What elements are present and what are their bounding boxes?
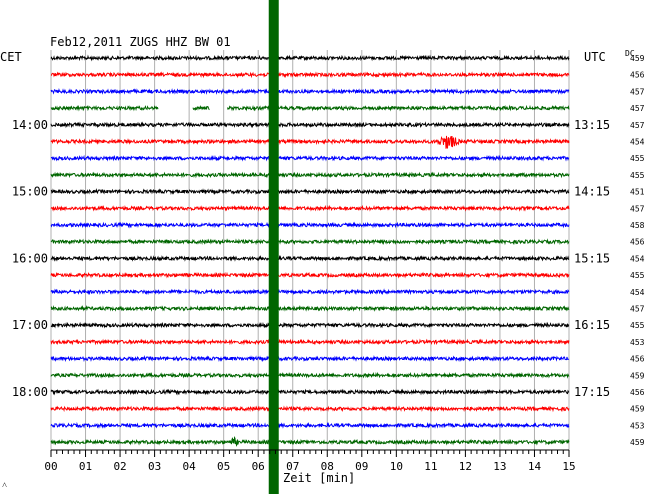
seismic-trace	[50, 104, 159, 112]
seismic-trace	[50, 71, 570, 79]
seismic-trace	[50, 221, 570, 229]
seismic-trace	[50, 54, 570, 62]
dc-offset-label: 459	[630, 405, 645, 414]
x-tick-label: 07	[286, 460, 299, 473]
dc-offset-label: 451	[630, 188, 645, 197]
dc-offset-label: 456	[630, 388, 645, 397]
seismic-trace	[50, 371, 570, 379]
dc-offset-label: 457	[630, 204, 645, 213]
dc-offset-label: 456	[630, 355, 645, 364]
x-tick-label: 02	[113, 460, 126, 473]
x-tick-label: 01	[79, 460, 92, 473]
seismic-trace	[50, 204, 570, 212]
x-tick-label: 13	[493, 460, 506, 473]
seismic-trace	[50, 304, 570, 312]
dc-offset-label: 456	[630, 238, 645, 247]
seismic-trace	[50, 154, 570, 162]
dc-offset-label: 454	[630, 254, 645, 263]
labels: 14:00 15:00 16:00 17:00 18:00 13:15 14:15 15:15…	[12, 54, 645, 447]
dc-offset-label: 455	[630, 321, 645, 330]
x-tick-label: 15	[562, 460, 575, 473]
dc-offset-label: 457	[630, 121, 645, 130]
right-zone-label: UTC	[584, 50, 606, 64]
seismic-trace	[50, 271, 570, 279]
seismic-trace	[50, 188, 570, 195]
x-tick-label: 04	[183, 460, 197, 473]
x-axis: 00 01 02 03 04 05 06 07 08 09 10 11 12 13 14 15	[44, 449, 576, 473]
dc-offset-label: 455	[630, 154, 645, 163]
x-tick-label: 11	[424, 460, 437, 473]
x-tick-label: 09	[355, 460, 368, 473]
dc-offset-label: 454	[630, 138, 645, 147]
dc-offset-label: 458	[630, 221, 645, 230]
right-time-label: 16:15	[574, 318, 610, 332]
x-tick-label: 14	[528, 460, 542, 473]
right-time-label: 15:15	[574, 251, 610, 265]
left-time-label: 18:00	[12, 385, 48, 399]
dc-offset-label: 455	[630, 271, 645, 280]
dc-offset-label: 455	[630, 171, 645, 180]
dc-offset-label: 456	[630, 71, 645, 80]
grid	[50, 50, 570, 450]
dc-offset-label: 459	[630, 371, 645, 380]
seismic-trace	[50, 421, 570, 429]
x-tick-label: 06	[252, 460, 265, 473]
right-time-label: 17:15	[574, 385, 610, 399]
dc-offset-label: 453	[630, 421, 645, 430]
seismic-trace	[50, 87, 570, 95]
seismic-trace	[50, 388, 570, 396]
seismic-trace	[192, 105, 210, 112]
dc-offset-label: 459	[630, 54, 645, 63]
dc-offset-label: 457	[630, 305, 645, 314]
seismic-trace	[50, 135, 570, 149]
left-time-label: 14:00	[12, 118, 48, 132]
seismic-trace	[50, 171, 570, 179]
x-tick-label: 12	[459, 460, 472, 473]
right-time-label: 13:15	[574, 118, 610, 132]
seismic-trace	[50, 254, 570, 262]
dc-offset-label: 457	[630, 87, 645, 96]
left-time-label: 15:00	[12, 185, 48, 199]
chart-title: Feb12,2011 ZUGS HHZ BW 01	[50, 35, 231, 49]
right-time-label: 14:15	[574, 185, 610, 199]
seismic-trace	[227, 104, 570, 112]
left-zone-label: CET	[0, 50, 22, 64]
left-time-label: 17:00	[12, 318, 48, 332]
seismic-trace	[50, 288, 570, 296]
dc-offset-label: 457	[630, 104, 645, 113]
time-marker-bar	[268, 0, 279, 494]
seismic-trace	[50, 435, 570, 447]
traces	[50, 54, 570, 447]
x-tick-label: 03	[148, 460, 161, 473]
dc-offset-label: 453	[630, 338, 645, 347]
x-axis-label: Zeit [min]	[283, 471, 355, 485]
seismic-trace	[50, 121, 570, 129]
dc-offset-label: 454	[630, 288, 645, 297]
seismic-trace	[50, 338, 570, 346]
dc-label: DC	[625, 49, 635, 58]
seismic-trace	[50, 355, 570, 363]
seismic-trace	[50, 321, 570, 329]
seismic-trace	[50, 405, 570, 413]
left-time-label: 16:00	[12, 251, 48, 265]
seismic-trace	[50, 238, 570, 246]
corner-mark: ˄	[2, 481, 7, 491]
x-tick-label: 10	[390, 460, 403, 473]
x-tick-label: 08	[321, 460, 334, 473]
marker-layer	[268, 0, 279, 494]
dc-offset-label: 459	[630, 438, 645, 447]
x-tick-label: 05	[217, 460, 230, 473]
x-tick-label: 00	[44, 460, 57, 473]
